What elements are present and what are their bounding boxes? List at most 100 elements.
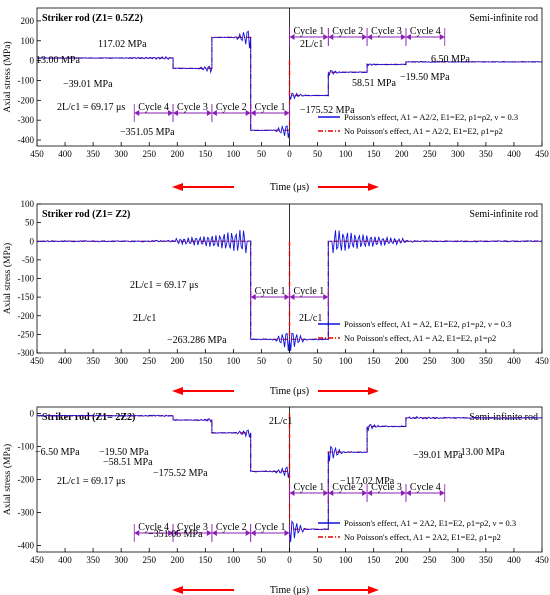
x-tick-label: 350 (86, 356, 100, 366)
x-tick-label: 100 (339, 356, 353, 366)
y-tick-label: 100 (21, 36, 35, 46)
cycle-arrow-head (245, 110, 251, 116)
time-direction-arrows (172, 183, 379, 191)
chart-panel-1: 200 100 0 -100 -200 -300 -400 450 400 350 300 250 20… (2, 7, 549, 193)
x-tick-label: 150 (199, 555, 213, 565)
striker-rod-title: Striker rod (Z1= 2Z2) (42, 412, 135, 423)
x-tick-label: 200 (395, 555, 409, 565)
legend-label-poisson: Poisson's effect, A1 = 2A2, E1=E2, ρ1=ρ2… (344, 518, 516, 528)
cycle-arrow-head (206, 530, 212, 536)
stress-annotation: −39.01 MPa (413, 450, 463, 461)
legend-label-no-poisson: No Poisson's effect, A1 = A2, E1=E2, ρ1=… (344, 333, 496, 343)
left-arrow-head (172, 183, 183, 191)
semi-infinite-rod-label: Semi-infinite rod (469, 13, 538, 24)
x-tick-label: 200 (395, 149, 409, 159)
x-tick-label: 200 (171, 356, 185, 366)
x-tick-label: 300 (451, 149, 465, 159)
cycle-arrow-head (400, 490, 406, 496)
cycle-arrow-head (405, 490, 411, 496)
x-tick-label: 300 (451, 555, 465, 565)
cycle-arrow-head (250, 110, 256, 116)
y-axis-label: Axial stress (MPa) (2, 243, 13, 314)
cycle-arrow-head (323, 294, 329, 300)
cycle-arrow-head (168, 530, 174, 536)
x-tick-label: 350 (479, 555, 493, 565)
cycle-label: Cycle 2 (332, 26, 363, 37)
cycle-label: Cycle 1 (255, 522, 286, 533)
chart-panel-3: 0 -100 -200 -300 -400 450 400 350 300 250 200 150 10… (2, 406, 549, 595)
cycle-label: Cycle 4 (410, 482, 441, 493)
cycle-arrow-head (289, 294, 295, 300)
x-axis-label: Time (μs) (270, 585, 309, 595)
x-tick-label: 150 (367, 356, 381, 366)
y-tick-label: 200 (21, 16, 35, 26)
y-tick-label: -100 (18, 75, 35, 85)
cycle-arrow-head (328, 490, 334, 496)
y-tick-label: 0 (30, 409, 35, 419)
x-tick-label: 450 (30, 149, 44, 159)
legend: Poisson's effect, A1 = A2, E1=E2, ρ1=ρ2,… (318, 319, 511, 343)
x-tick-label: 300 (114, 356, 128, 366)
stress-annotation: −351.05 MPa (148, 529, 203, 540)
period-note: 2L/c1 = 69.17 μs (57, 102, 125, 113)
y-axis-label: Axial stress (MPa) (2, 444, 13, 515)
cycle-label: Cycle 1 (255, 102, 286, 113)
series-no-poisson-right (288, 413, 542, 530)
stress-annotation: 117.02 MPa (98, 39, 147, 50)
cycle-arrow-head (173, 530, 179, 536)
stress-annotation: 2L/c1 (300, 39, 323, 50)
x-tick-label: 50 (313, 356, 323, 366)
right-arrow-head (368, 387, 379, 395)
cycle-label: Cycle 3 (177, 522, 208, 533)
x-tick-label: 450 (30, 555, 44, 565)
stress-annotation: −175.52 MPa (153, 468, 208, 479)
x-tick-label: 0 (287, 555, 292, 565)
cycle-arrow-head (405, 34, 411, 40)
cycle-arrow-head (328, 34, 334, 40)
x-tick-label: 150 (199, 356, 213, 366)
cycle-arrow-head (134, 530, 140, 536)
time-direction-arrows (172, 586, 379, 594)
x-tick-label: 100 (339, 555, 353, 565)
cycle-arrow-head (250, 294, 256, 300)
stress-annotation: 6.50 MPa (431, 54, 470, 65)
x-tick-label: 400 (507, 149, 521, 159)
y-tick-label: -250 (18, 329, 35, 339)
cycle-label: Cycle 1 (293, 482, 324, 493)
cycle-arrow-head (250, 530, 256, 536)
cycle-arrow-head (134, 110, 140, 116)
x-tick-label: 400 (507, 356, 521, 366)
x-tick-label: 400 (507, 555, 521, 565)
series-poisson-right (289, 415, 543, 543)
cycle-arrow-head (362, 34, 368, 40)
y-tick-label: -150 (18, 292, 35, 302)
stress-annotation: −39.01 MPa (63, 79, 113, 90)
x-tick-label: 350 (86, 555, 100, 565)
stress-annotation: −117.02 MPa (340, 476, 395, 487)
semi-infinite-rod-label: Semi-infinite rod (469, 209, 538, 220)
right-arrow-head (368, 586, 379, 594)
series-poisson-left (36, 414, 290, 478)
stress-annotation: −6.50 MPa (35, 447, 80, 458)
stress-annotation: −19.50 MPa (99, 447, 149, 458)
cycle-arrow-head (211, 110, 217, 116)
cycle-arrow-head (400, 34, 406, 40)
cycle-arrow-head (173, 110, 179, 116)
x-tick-label: 50 (313, 149, 323, 159)
y-tick-label: -200 (18, 311, 35, 321)
legend-label-no-poisson: No Poisson's effect, A1 = 2A2, E1=E2, ρ1… (344, 532, 501, 542)
y-tick-label: -100 (18, 274, 35, 284)
x-tick-label: 250 (423, 356, 437, 366)
left-arrow-head (172, 586, 183, 594)
cycle-arrow-head (367, 490, 373, 496)
x-tick-label: 250 (142, 149, 156, 159)
x-axis-label: Time (μs) (270, 386, 309, 397)
cycle-arrow-head (284, 110, 290, 116)
x-tick-label: 300 (114, 149, 128, 159)
time-direction-arrows (172, 387, 379, 395)
y-tick-label: 0 (30, 236, 35, 246)
stress-annotation: −58.51 MPa (103, 457, 153, 468)
y-tick-label: -300 (18, 507, 35, 517)
